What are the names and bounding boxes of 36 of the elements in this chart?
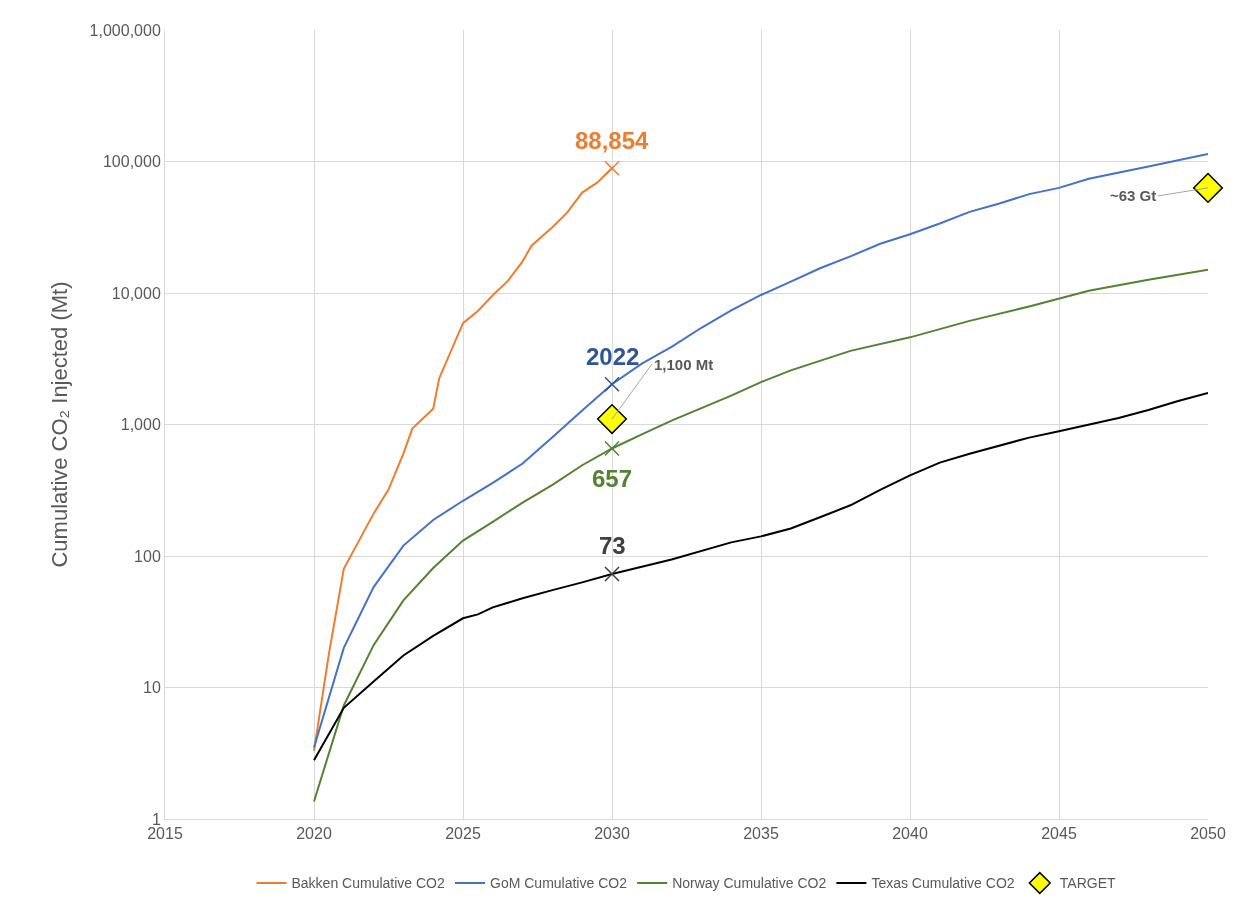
x-tick-label: 2050 [1190,825,1226,843]
point [604,566,620,582]
data-label: 2022 [586,343,640,370]
annotation: ~63 Gt [1110,187,1157,204]
x-tick-label: 2045 [1041,825,1077,843]
line-series [313,268,1208,803]
data-label: 657 [592,465,633,492]
x-tick-label: 2040 [892,825,928,843]
point [596,404,628,435]
y-tick-label: 1 [151,810,161,828]
annotation: 1,100 Mt [654,356,714,373]
y-axis-title: Cumulative CO₂ Injected (Mt) [47,281,73,568]
x-tick-label: 2030 [594,825,630,843]
x-tick-label: 2025 [445,825,481,843]
x-tick-label: 2035 [743,825,779,843]
y-tick-label: 10,000 [111,284,161,302]
point [604,376,620,393]
y-tick-label: 100,000 [102,153,161,171]
y-tick-label: 1,000,000 [89,21,161,39]
y-tick-label: 10 [143,679,161,697]
x-tick-label: 2020 [296,825,332,843]
data-label: 88,854 [575,127,650,154]
y-tick-label: 1,000 [120,416,161,434]
y-tick-label: 100 [134,547,161,565]
legend-label: Norway Cumulative CO2 [672,875,827,892]
legend-label: Texas Cumulative CO2 [871,875,1015,892]
line-series [313,153,1208,749]
legend-label: Bakken Cumulative CO2 [291,875,445,892]
line-series [313,391,1208,762]
legend-label: GoM Cumulative CO2 [490,875,628,892]
legend-label: TARGET [1059,875,1116,892]
x-tick-label: 2015 [147,825,183,843]
point [604,160,620,176]
data-label: 73 [599,532,626,559]
point [1192,172,1224,203]
point [604,440,620,457]
